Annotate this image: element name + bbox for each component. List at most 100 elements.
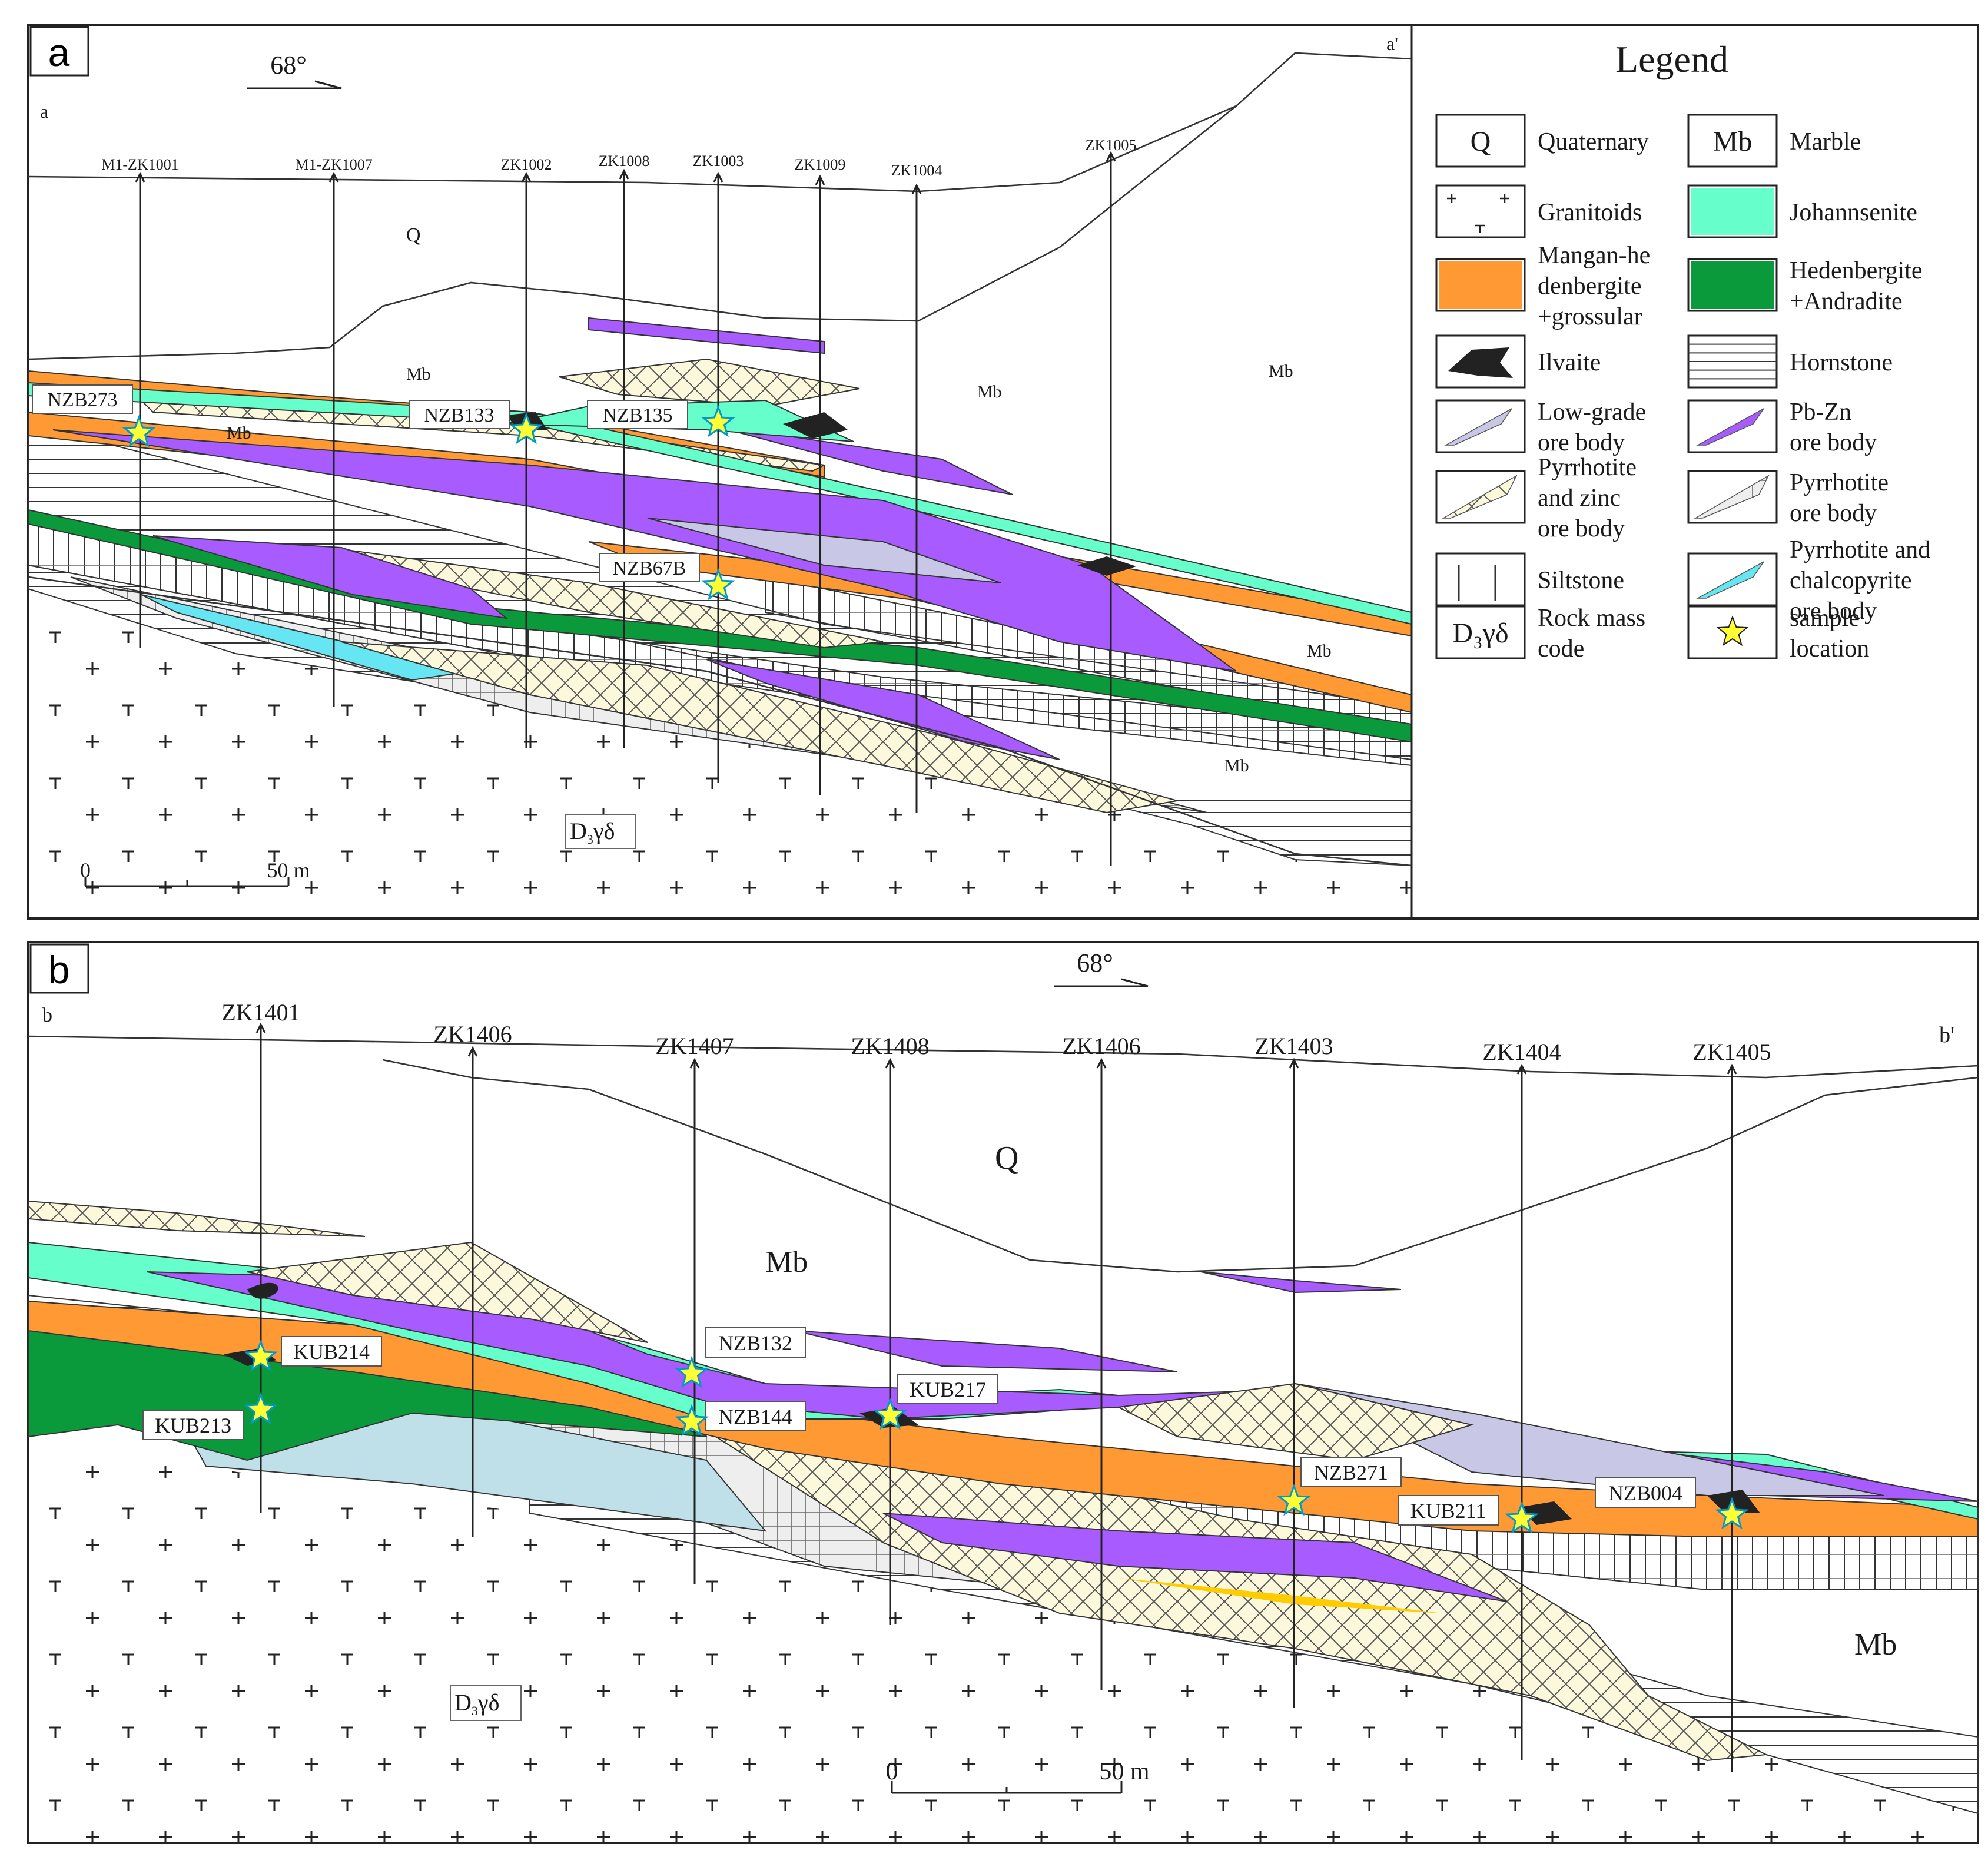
legend-item-ilvaite: Ilvaite	[1435, 334, 1601, 389]
drill-hole-arrow	[467, 1046, 478, 1057]
marble-label-a-2: Mb	[227, 423, 251, 443]
sample-label-box	[705, 1401, 806, 1431]
legend-swatch	[1687, 114, 1778, 168]
scale-start-a: 0	[80, 858, 91, 882]
drill-hole: ZK1406	[433, 1021, 512, 1537]
drill-hole: ZK1005	[1086, 137, 1137, 866]
drill-hole-arrow	[689, 1057, 700, 1069]
pbzn-a-main	[52, 429, 1237, 672]
pyrrhotite-zinc-a-top-lens	[559, 358, 860, 407]
drill-hole-arrow	[1106, 151, 1116, 162]
panel-a-section: M1-ZK1001 M1-ZK1007 ZK1002 ZK1008 ZK1003 ZK10…	[28, 26, 1412, 919]
legend-swatch-fill	[1691, 261, 1774, 309]
sample-label: NZB004	[1608, 1481, 1682, 1505]
orientation-a: 68°	[270, 51, 307, 79]
drill-hole-arrow	[135, 171, 145, 183]
drill-hole-arrow	[1727, 1063, 1737, 1075]
legend-symbol-text: D₃γδ	[1452, 618, 1508, 649]
legend-label: +grossular	[1538, 303, 1642, 330]
lowgrade-a	[647, 518, 1001, 583]
legend-label: ore body	[1790, 500, 1877, 527]
sample-label-box	[409, 400, 510, 429]
sample-label: KUB213	[155, 1414, 231, 1437]
ilvaite-b-5	[1707, 1490, 1760, 1513]
drill-hole-label: ZK1005	[1086, 137, 1137, 154]
legend-item-pyzn: Pyrrhotite and zinc ore body	[1435, 454, 1637, 542]
legend-item-johannsenite: Johannsenite	[1687, 184, 1917, 238]
sample-label: NZB67B	[613, 558, 686, 579]
legend-label: Ilvaite	[1538, 349, 1601, 376]
sample-star-icon	[1277, 1483, 1311, 1516]
drill-holes-a: M1-ZK1001 M1-ZK1007 ZK1002 ZK1008 ZK1003 ZK10…	[101, 137, 1136, 866]
marble-label-a-1: Mb	[406, 364, 431, 384]
legend-label: and zinc	[1538, 485, 1621, 512]
drill-hole: ZK1403	[1254, 1033, 1333, 1708]
quaternary-label-b: Q	[995, 1140, 1018, 1176]
sample-location: NZB67B	[599, 553, 735, 601]
legend-item-sample: sample location	[1687, 605, 1869, 662]
sample-label-box	[897, 1374, 998, 1404]
sample-location: NZB135	[587, 400, 735, 437]
sample-star-icon	[701, 568, 735, 601]
drill-hole-label: ZK1405	[1692, 1039, 1771, 1065]
legend-title: Legend	[1615, 38, 1728, 80]
legend-label: ore body	[1790, 598, 1877, 625]
legend-label: Mangan-he	[1538, 242, 1650, 269]
drill-hole-label: ZK1406	[1062, 1033, 1140, 1059]
sample-label-box	[1398, 1495, 1499, 1526]
pbzn-a-lower-2	[706, 659, 1060, 760]
quaternary-label-a: Q	[406, 224, 421, 246]
ilvaite-a-1	[783, 412, 848, 439]
legend-granite-marks	[1447, 194, 1509, 233]
panel-a: M1-ZK1001 M1-ZK1007 ZK1002 ZK1008 ZK1003 ZK10…	[27, 24, 1979, 920]
drill-hole-arrow	[521, 171, 532, 183]
drill-hole-label: ZK1003	[693, 152, 744, 170]
sample-star-icon	[873, 1397, 907, 1430]
granitoids-a	[28, 589, 1412, 919]
scale-end-b: 50 m	[1099, 1758, 1150, 1785]
samples-a: NZB273 NZB133 NZB135 NZB67B	[32, 384, 735, 601]
section-start-a: a	[40, 101, 48, 122]
drill-hole-arrow	[1516, 1063, 1527, 1075]
sample-label: NZB132	[718, 1331, 792, 1355]
legend-item-rockcode: D₃γδ Rock mass code	[1435, 605, 1645, 662]
drill-hole: ZK1009	[795, 156, 846, 795]
legend-item-mangan: Mangan-he denbergite +grossular	[1435, 242, 1650, 330]
sample-location: NZB132	[675, 1327, 806, 1388]
legend-label: +Andradite	[1790, 288, 1903, 315]
pyrrhotite-zinc-b-mid	[1116, 1382, 1474, 1461]
sample-star-icon	[509, 412, 543, 445]
quaternary-base-b	[382, 1059, 1979, 1273]
pbzn-b-lower	[882, 1513, 1508, 1602]
drill-hole-arrow	[815, 174, 825, 185]
legend-item-pycu: Pyrrhotite and chalcopyrite ore body	[1687, 536, 1930, 625]
legend-swatch	[1435, 552, 1526, 606]
drill-hole-label: ZK1407	[655, 1033, 734, 1059]
legend-label: code	[1538, 635, 1584, 662]
drill-hole-label: ZK1008	[599, 152, 650, 170]
drill-hole: ZK1008	[599, 152, 650, 748]
sample-star-icon	[675, 1404, 709, 1437]
legend-symbol-text: Q	[1471, 126, 1491, 157]
rock-code-a: D3γδ	[570, 818, 615, 847]
legend-label: Johannsenite	[1790, 199, 1917, 226]
drill-hole-label: ZK1009	[795, 156, 846, 173]
legend-label: Hornstone	[1790, 349, 1893, 376]
drill-hole: ZK1003	[693, 152, 744, 783]
drill-hole: ZK1004	[891, 162, 942, 813]
surface-line-a	[28, 52, 1412, 193]
legend-label: sample	[1790, 605, 1860, 632]
legend-lens-shape	[1696, 408, 1764, 446]
sample-location: NZB271	[1277, 1457, 1402, 1516]
drill-hole: ZK1401	[221, 999, 300, 1513]
legend-label: Pyrrhotite	[1790, 469, 1889, 496]
drill-hole-label: M1-ZK1001	[101, 156, 178, 173]
drill-hole-arrow	[713, 171, 723, 183]
legend-label: Siltstone	[1538, 567, 1624, 594]
legend-label: ore body	[1538, 429, 1625, 456]
sample-label: NZB133	[424, 405, 494, 426]
sample-location: NZB273	[32, 384, 156, 447]
drill-hole-arrow	[619, 168, 629, 180]
legend-item-lowgrade: Low-grade ore body	[1435, 399, 1646, 456]
legend-swatch	[1687, 605, 1778, 659]
